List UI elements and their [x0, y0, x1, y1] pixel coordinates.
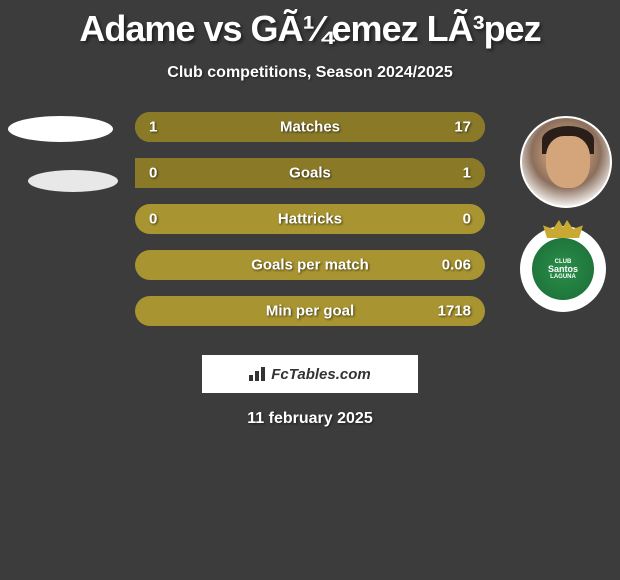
stat-value-left: 1 — [149, 119, 157, 136]
club-text-line2: Santos — [548, 265, 578, 274]
club-badge-inner: CLUB Santos LAGUNA — [532, 238, 594, 300]
stat-value-right: 1 — [463, 165, 471, 182]
player-left-avatar-placeholder — [8, 116, 113, 142]
stat-bars: 1 Matches 17 0 Goals 1 0 Hattricks 0 Goals per ma… — [135, 112, 485, 342]
player-right-avatar — [520, 116, 612, 208]
stat-row: Min per goal 1718 — [135, 296, 485, 326]
stat-label: Goals — [289, 165, 331, 182]
stat-row: 0 Goals 1 — [135, 158, 485, 188]
stat-label: Matches — [280, 119, 340, 136]
comparison-content: CLUB Santos LAGUNA 1 Matches 17 0 Goals 1 0 Hat… — [0, 112, 620, 452]
stat-label: Hattricks — [278, 211, 342, 228]
club-crown-icon — [543, 220, 583, 238]
stat-value-right: 17 — [454, 119, 471, 136]
avatar-face — [546, 136, 590, 188]
chart-icon — [249, 367, 267, 381]
stat-row: Goals per match 0.06 — [135, 250, 485, 280]
stat-value-right: 0 — [463, 211, 471, 228]
stat-label: Min per goal — [266, 303, 354, 320]
player-left-column — [8, 116, 118, 192]
stat-label: Goals per match — [251, 257, 369, 274]
stat-row: 1 Matches 17 — [135, 112, 485, 142]
stat-row: 0 Hattricks 0 — [135, 204, 485, 234]
subtitle: Club competitions, Season 2024/2025 — [0, 64, 620, 82]
club-text-line3: LAGUNA — [550, 274, 576, 280]
stat-value-right: 0.06 — [442, 257, 471, 274]
date-label: 11 february 2025 — [247, 410, 372, 428]
player-right-club-badge: CLUB Santos LAGUNA — [520, 226, 606, 312]
stat-value-left: 0 — [149, 211, 157, 228]
watermark: FcTables.com — [202, 355, 418, 393]
stat-value-left: 0 — [149, 165, 157, 182]
page-title: Adame vs GÃ¼emez LÃ³pez — [0, 0, 620, 50]
stat-value-right: 1718 — [438, 303, 471, 320]
watermark-text: FcTables.com — [271, 366, 370, 383]
player-left-club-placeholder — [28, 170, 118, 192]
player-right-column: CLUB Santos LAGUNA — [520, 116, 612, 312]
